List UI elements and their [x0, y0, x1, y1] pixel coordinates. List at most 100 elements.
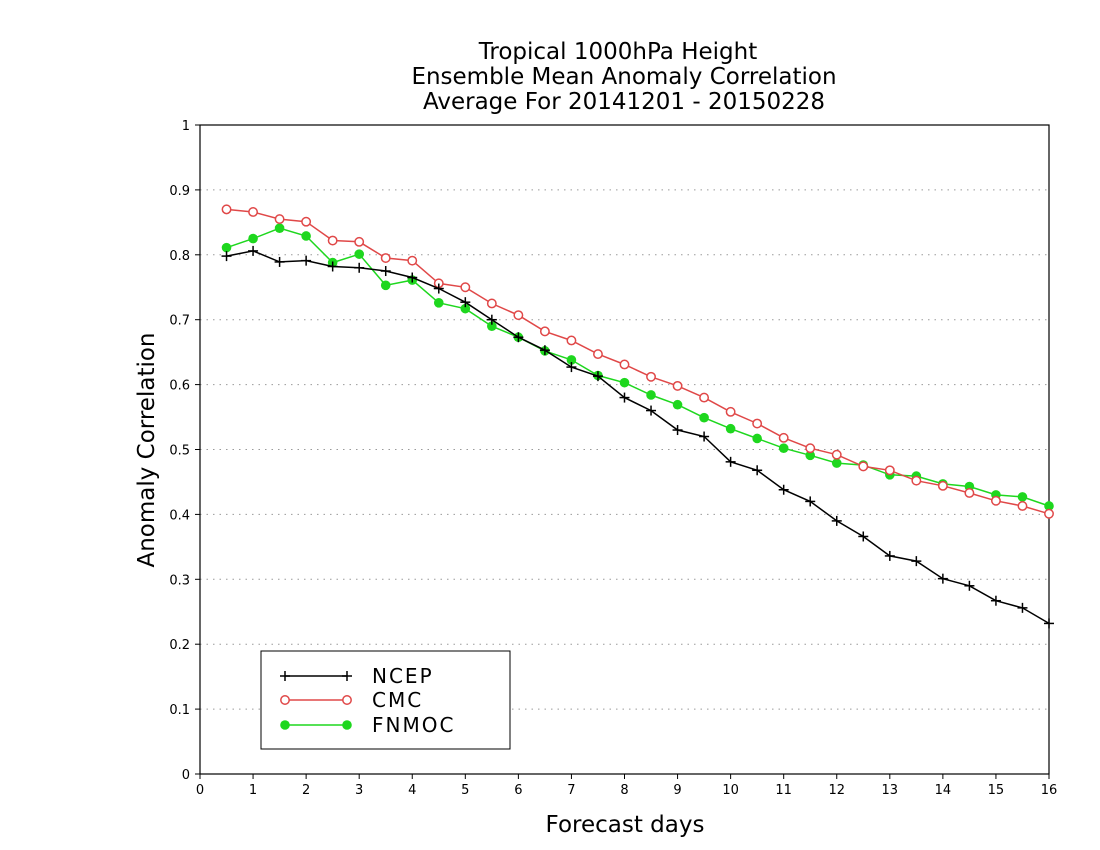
ncep-point — [1017, 602, 1028, 613]
y-tick-label: 0.7 — [169, 314, 190, 329]
x-tick-label: 16 — [1041, 783, 1058, 798]
chart-title: Tropical 1000hPa Height Ensemble Mean An… — [411, 39, 836, 115]
chart-title-line-2: Ensemble Mean Anomaly Correlation — [411, 64, 836, 90]
series-cmc — [221, 204, 1054, 519]
y-tick-label: 0.8 — [169, 249, 190, 264]
cmc-point — [221, 204, 232, 215]
ncep-point — [778, 484, 789, 495]
ncep-point — [460, 297, 471, 308]
fnmoc-point — [725, 423, 736, 434]
legend-item-fnmoc: FNMOC — [280, 713, 455, 737]
ncep-point — [1044, 618, 1054, 629]
fnmoc-point — [433, 298, 444, 308]
legend-label-fnmoc: FNMOC — [372, 713, 455, 737]
fnmoc-point — [301, 231, 311, 241]
fnmoc-point — [672, 399, 683, 410]
cmc-point — [513, 310, 524, 321]
y-tick-label: 0.2 — [169, 638, 190, 653]
fnmoc-point — [619, 377, 630, 388]
fnmoc-point — [342, 720, 352, 730]
series-line-fnmoc — [226, 227, 1050, 507]
ncep-point — [539, 345, 550, 356]
ncep-point — [221, 251, 232, 262]
cmc-point — [699, 392, 710, 403]
ncep-point — [672, 425, 683, 436]
fnmoc-point — [699, 412, 709, 423]
legend-box — [260, 650, 511, 750]
cmc-point — [1017, 501, 1028, 511]
x-tick-label: 11 — [775, 783, 792, 798]
cmc-point — [274, 214, 285, 225]
ncep-point — [274, 256, 285, 267]
ncep-point — [831, 515, 842, 526]
x-tick-label: 2 — [302, 783, 310, 798]
x-tick-label: 0 — [196, 783, 204, 798]
fnmoc-point — [566, 355, 577, 365]
ncep-point — [805, 496, 816, 507]
fnmoc-point — [752, 433, 762, 444]
ncep-point — [752, 465, 763, 476]
x-axis-title: Forecast days — [546, 812, 705, 838]
legend-item-ncep: NCEP — [280, 664, 432, 688]
cmc-point — [1044, 508, 1054, 519]
ncep-point — [407, 272, 418, 283]
series-line-ncep — [226, 250, 1050, 625]
ncep-point — [354, 262, 365, 273]
cmc-point — [593, 349, 603, 360]
ncep-point — [301, 255, 312, 266]
cmc-point — [539, 326, 550, 337]
y-tick-label: 0.1 — [169, 703, 190, 718]
x-tick-label: 13 — [882, 783, 899, 798]
cmc-point — [566, 335, 577, 346]
legend-item-cmc: CMC — [280, 688, 423, 712]
ncep-point — [646, 405, 657, 416]
cmc-point — [752, 418, 763, 429]
x-tick-label: 3 — [355, 783, 363, 798]
cmc-point — [327, 235, 338, 246]
y-axis-title: Anomaly Correlation — [134, 332, 160, 567]
fnmoc-point — [248, 233, 258, 244]
ncep-point — [566, 362, 577, 373]
chart-title-line-3: Average For 20141201 - 20150228 — [423, 89, 825, 115]
fnmoc-point — [805, 450, 816, 461]
ncep-point — [725, 456, 736, 467]
fnmoc-point — [460, 303, 471, 314]
x-tick-label: 9 — [673, 783, 681, 798]
fnmoc-point — [646, 390, 656, 400]
legend-label-cmc: CMC — [372, 688, 423, 712]
fnmoc-point — [831, 458, 842, 468]
cmc-point — [725, 406, 736, 417]
x-tick-label: 1 — [249, 783, 257, 798]
ncep-point — [858, 531, 869, 542]
ncep-point — [990, 595, 1001, 606]
ncep-point — [248, 245, 259, 256]
cmc-point — [911, 475, 922, 486]
ncep-point — [486, 314, 497, 325]
ncep-point — [911, 556, 922, 567]
cmc-point — [619, 359, 630, 370]
cmc-point — [778, 432, 789, 443]
cmc-point — [990, 495, 1001, 506]
fnmoc-point — [280, 720, 290, 730]
axis-ticks: 00.10.20.30.40.50.60.70.80.910 1 2 3 4 5 6 7 8 9 1… — [169, 119, 1057, 798]
cmc-point — [380, 253, 391, 263]
fnmoc-point — [221, 242, 232, 253]
cmc-point — [884, 465, 895, 476]
y-tick-label: 1 — [182, 119, 190, 134]
cmc-point — [248, 207, 259, 217]
cmc-point — [280, 695, 290, 705]
cmc-point — [937, 480, 948, 491]
ncep-point — [884, 550, 895, 561]
fnmoc-point — [274, 223, 285, 233]
cmc-point — [342, 695, 352, 705]
fnmoc-point — [778, 443, 789, 454]
x-tick-label: 8 — [620, 783, 628, 798]
y-tick-label: 0.4 — [169, 508, 190, 523]
fnmoc-point — [380, 280, 391, 291]
y-tick-label: 0.6 — [169, 379, 190, 394]
ncep-point — [280, 671, 290, 681]
series-ncep — [221, 245, 1054, 629]
ncep-point — [380, 266, 391, 277]
